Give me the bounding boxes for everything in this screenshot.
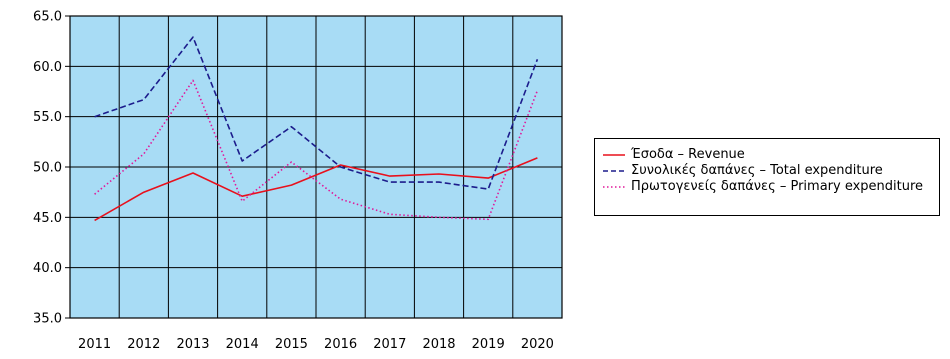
series-line-3 [94, 79, 539, 221]
x-tick-label: 2018 [422, 337, 455, 352]
legend-label-revenue: Έσοδα – Revenue [631, 147, 745, 162]
x-tick-label: 2020 [521, 337, 554, 352]
y-tick-label: 45.0 [33, 211, 62, 226]
x-tick-label: 2019 [472, 337, 505, 352]
legend: Έσοδα – Revenue Συνολικές δαπάνες – Tota… [594, 138, 940, 216]
legend-item-revenue: Έσοδα – Revenue [603, 148, 931, 162]
y-axis-ticks: 35.0 40.0 45.0 50.0 55.0 60.0 65.0 [33, 10, 70, 327]
x-axis-ticks: 2011 2012 2013 2014 2015 2016 2017 2018 2019 2020 [78, 337, 554, 352]
y-tick-label: 35.0 [33, 312, 62, 327]
series-lines [94, 36, 539, 222]
revenue-line-icon [603, 154, 625, 156]
legend-item-total-expenditure: Συνολικές δαπάνες – Total expenditure [603, 164, 931, 178]
legend-item-primary-expenditure: Πρωτογενείς δαπάνες – Primary expenditur… [603, 180, 931, 194]
y-tick-label: 40.0 [33, 261, 62, 276]
y-tick-label: 50.0 [33, 161, 62, 176]
series-line-2 [94, 36, 539, 190]
y-tick-label: 55.0 [33, 110, 62, 125]
x-tick-label: 2013 [176, 337, 209, 352]
total-expenditure-line-icon [603, 170, 625, 172]
series-line-1 [94, 157, 538, 222]
primary-expenditure-line-icon [603, 186, 625, 188]
x-tick-label: 2011 [78, 337, 111, 352]
x-tick-label: 2012 [127, 337, 160, 352]
x-tick-label: 2015 [275, 337, 308, 352]
legend-label-total-expenditure: Συνολικές δαπάνες – Total expenditure [631, 163, 883, 178]
y-tick-label: 65.0 [33, 10, 62, 25]
x-tick-label: 2016 [324, 337, 357, 352]
x-tick-label: 2017 [373, 337, 406, 352]
legend-label-primary-expenditure: Πρωτογενείς δαπάνες – Primary expenditur… [631, 179, 924, 194]
y-tick-label: 60.0 [33, 60, 62, 75]
x-tick-label: 2014 [226, 337, 259, 352]
line-chart: 35.040.045.050.055.060.065.0 2011 2012 201… [33, 10, 563, 352]
